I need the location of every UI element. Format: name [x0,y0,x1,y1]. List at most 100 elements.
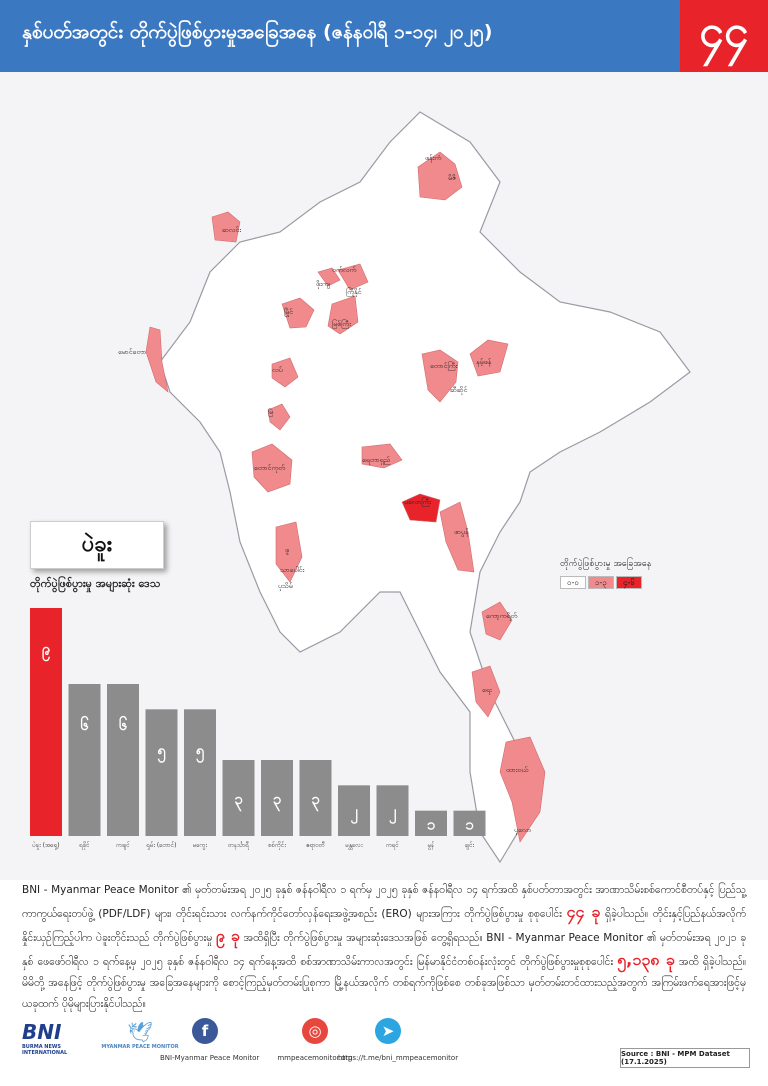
facebook-link[interactable]: f BNI-Myanmar Peace Monitor [160,1018,260,1062]
bar [415,810,447,836]
map-label: မြစ်ကြီး [332,319,351,329]
bar-category-label: ဧရာဝတီ [306,841,325,850]
map-label: တောင်ကြီး [430,361,457,371]
map-label: ထားဝယ် [506,766,529,774]
map-legend: တိုက်ပွဲဖြစ်ပွားမှု အခြေအနေ ၀-၀ ၁-၃ ၄-၆ [560,558,690,589]
bar [222,760,255,836]
bar-value-label: ၅ [196,741,205,763]
chart-subtitle: တိုက်ပွဲဖြစ်ပွားမှု အများဆုံး ဒေသ [30,577,161,590]
desc-text-4: အထိ ရှိခဲ့ပါသည်။ မိမိတို့ အနေဖြင့် တိုက်… [22,956,747,1010]
bar [376,785,409,836]
map-region-highlight [401,493,441,523]
map-region-highlight [417,151,463,201]
telegram-icon: ➤ [375,1018,401,1044]
map-label: ဆီဆိုင် [450,386,468,395]
map-label: ပုလော [514,826,531,835]
header-banner: နှစ်ပတ်အတွင်း တိုက်ပွဲဖြစ်ပွားမှုအခြေအနေ… [0,0,768,72]
legend-title: တိုက်ပွဲဖြစ်ပွားမှု အခြေအနေ [560,559,652,569]
bar [184,709,216,836]
facebook-label: BNI-Myanmar Peace Monitor [160,1054,260,1062]
map-label: ဆလင်း [222,226,241,234]
mpm-logo-text: MYANMAR PEACE MONITOR [101,1044,179,1050]
bni-logo-text: BURMA NEWS INTERNATIONAL [22,1044,68,1056]
map-label: ရေတာရှည် [362,456,391,465]
bar-category-label: ရှမ်း (တောင်) [147,841,177,850]
bar-value-label: ၁ [427,815,436,833]
facebook-icon: f [192,1018,218,1044]
website-label: mmpeacemonitor.org [277,1054,353,1062]
desc-text-2: ရှိခဲ့ပါသည်။ တိုင်းနှင့်ပြည်နယ်အလိုက် နှ… [22,908,746,944]
bar-category-label: ပဲခူး (အရှေ့) [32,841,59,850]
map-region-highlight [251,443,293,493]
telegram-link[interactable]: ➤ https://t.me/bni_mmpeacemonitor [338,1018,458,1062]
legend-row: ၀-၀ ၁-၃ ၄-၆ [560,576,690,589]
bni-logo-mark: BNI [22,1020,62,1044]
desc-highlight-alltime: ၅,၁၃၈ ခု [617,950,675,969]
total-count-badge: ၄၄ [680,0,768,72]
map-label: ဝက်လက် [332,266,357,274]
bar-value-label: ၃ [234,790,243,812]
map-region-highlight [469,339,509,377]
map-label: ဖူ [285,546,289,555]
bar [453,810,486,836]
bar-value-label: ၂ [350,803,358,825]
map-label: ပုသိမ် [278,582,293,591]
map-label: မိဇိ [448,174,456,182]
bar-category-label: စစ်ကိုင်း [268,841,286,850]
desc-highlight-bago: ၉ ခု [215,926,240,945]
bar-category-label: ချင်း [464,841,475,850]
bar-category-label: ကချင် [116,841,130,850]
description-paragraph: BNI - Myanmar Peace Monitor ၏ မှတ်တမ်းအရ… [22,880,746,1015]
map-label: တောင်ကုတ် [254,464,286,473]
map-label: မောင်တော [118,348,146,356]
map-region-highlight [421,349,459,403]
map-label: လပ် [272,366,283,374]
map-label: မြိုင် [284,307,294,317]
desc-highlight-total: ၄၄ ခု [566,902,601,921]
legend-item-1: ၁-၃ [588,576,614,589]
map-label: ပလောကြီး [404,497,431,507]
map-region-highlight [327,295,359,335]
map-label: မြဲ [268,408,273,417]
map-region-highlight [145,326,169,393]
bar [261,760,293,836]
bar-category-label: ရခိုင် [79,841,90,850]
country-outline [159,111,691,864]
map-region-highlight [271,357,299,388]
map-label: ဖာပွန် [454,528,469,537]
map-region-highlight [337,263,369,291]
bar-value-label: ၃ [311,790,320,812]
map-region-highlight [471,665,501,718]
myanmar-map: ဖန်းကံမိဇိဆလင်းဝက်လက်ဖိုးကျကြိုနိုင်မြို… [118,111,691,864]
bar-value-label: ၉ [42,640,51,662]
map-label: ကြိုနိုင် [346,287,362,297]
bar-category-label: မွန် [428,841,435,850]
bar [107,684,139,836]
legend-item-2: ၄-၆ [616,576,642,589]
bar [30,608,62,836]
bar-category-label: ကရင် [386,841,399,850]
dove-icon: 🕊 [127,1020,153,1044]
map-label: သာပေါင်း [280,566,305,574]
chart-title: ပဲခူး [30,521,164,569]
bar-value-label: ၁ [465,815,474,833]
bar [68,684,101,836]
bar-value-label: ၂ [389,803,397,825]
bar-value-label: ၆ [119,715,128,734]
bar-category-label: တနင်္သာရီ [228,841,249,850]
legend-item-0: ၀-၀ [560,576,586,589]
source-note: Source : BNI - MPM Dataset (17.1.2025) [620,1048,750,1068]
map-region-highlight [211,211,241,243]
bar-category-label: မန္တလေး [346,842,363,850]
website-link[interactable]: ◎ mmpeacemonitor.org [270,1018,360,1062]
map-region-highlight [499,736,546,843]
bar [338,785,370,836]
bar [299,760,332,836]
bar-category-label: မကွေး [193,842,208,850]
globe-icon: ◎ [302,1018,328,1044]
map-label: ကော့ကရိတ် [486,612,518,621]
map-region-highlight [267,403,291,431]
desc-text-3: အထိရှိပြီး တိုက်ပွဲဖြစ်ပွားမှု အများဆုံး… [22,932,747,968]
map-region-highlight [481,601,513,641]
page-title: နှစ်ပတ်အတွင်း တိုက်ပွဲဖြစ်ပွားမှုအခြေအနေ… [22,21,493,43]
